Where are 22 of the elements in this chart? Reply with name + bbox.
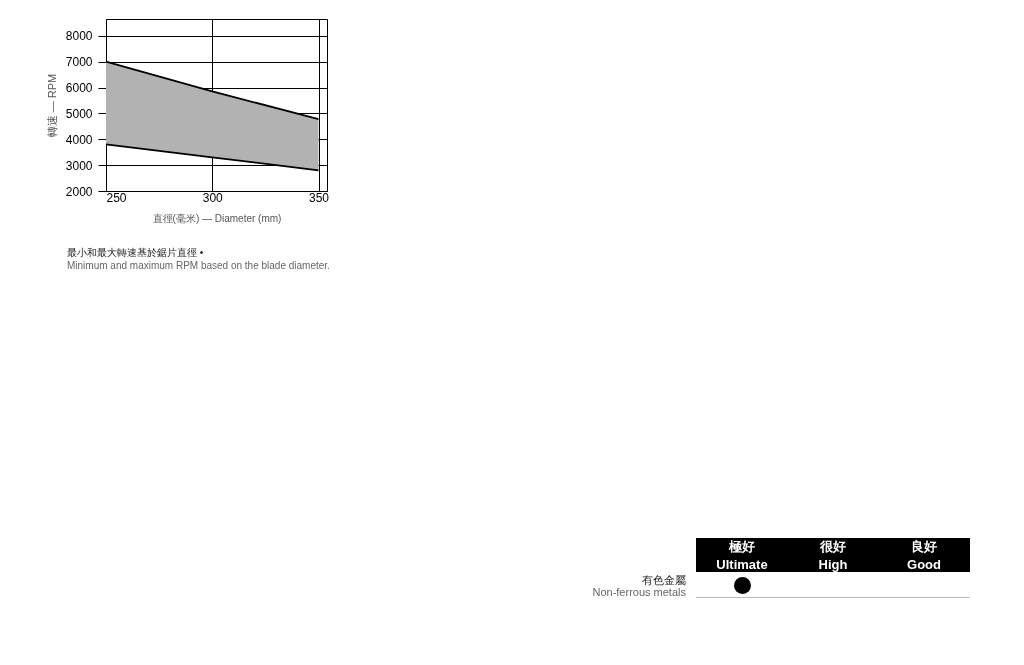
y-tick-label: 3000 — [65, 158, 93, 173]
text: 良好 — [910, 538, 938, 556]
text: High — [817, 556, 849, 574]
y-tick-label: 4000 — [65, 132, 93, 147]
x-tick-label: 300 — [202, 190, 224, 205]
text: 有色金屬 — [642, 573, 686, 588]
y-axis-title: 轉速 — RPM — [45, 73, 58, 138]
x-axis-title: 直徑(毫米) — Diameter (mm) — [152, 212, 282, 224]
text: Non-ferrous metals — [592, 586, 686, 598]
text: 極好 — [727, 538, 756, 556]
x-tick-label: 350 — [308, 190, 330, 205]
y-tick-label: 7000 — [65, 55, 93, 70]
text: Ultimate — [715, 556, 769, 574]
text: 最小和最大轉速基於鋸片直徑 • — [67, 246, 204, 260]
x-tick-label: 250 — [106, 190, 127, 205]
text: 很好 — [819, 538, 847, 556]
y-tick-label: 8000 — [65, 29, 93, 44]
y-tick-label: 5000 — [65, 106, 93, 121]
y-tick-label: 2000 — [65, 184, 93, 199]
text: Minimum and maximum RPM based on the blade diameter. — [67, 260, 330, 271]
text: Good — [906, 556, 942, 574]
y-tick-label: 6000 — [65, 81, 93, 96]
